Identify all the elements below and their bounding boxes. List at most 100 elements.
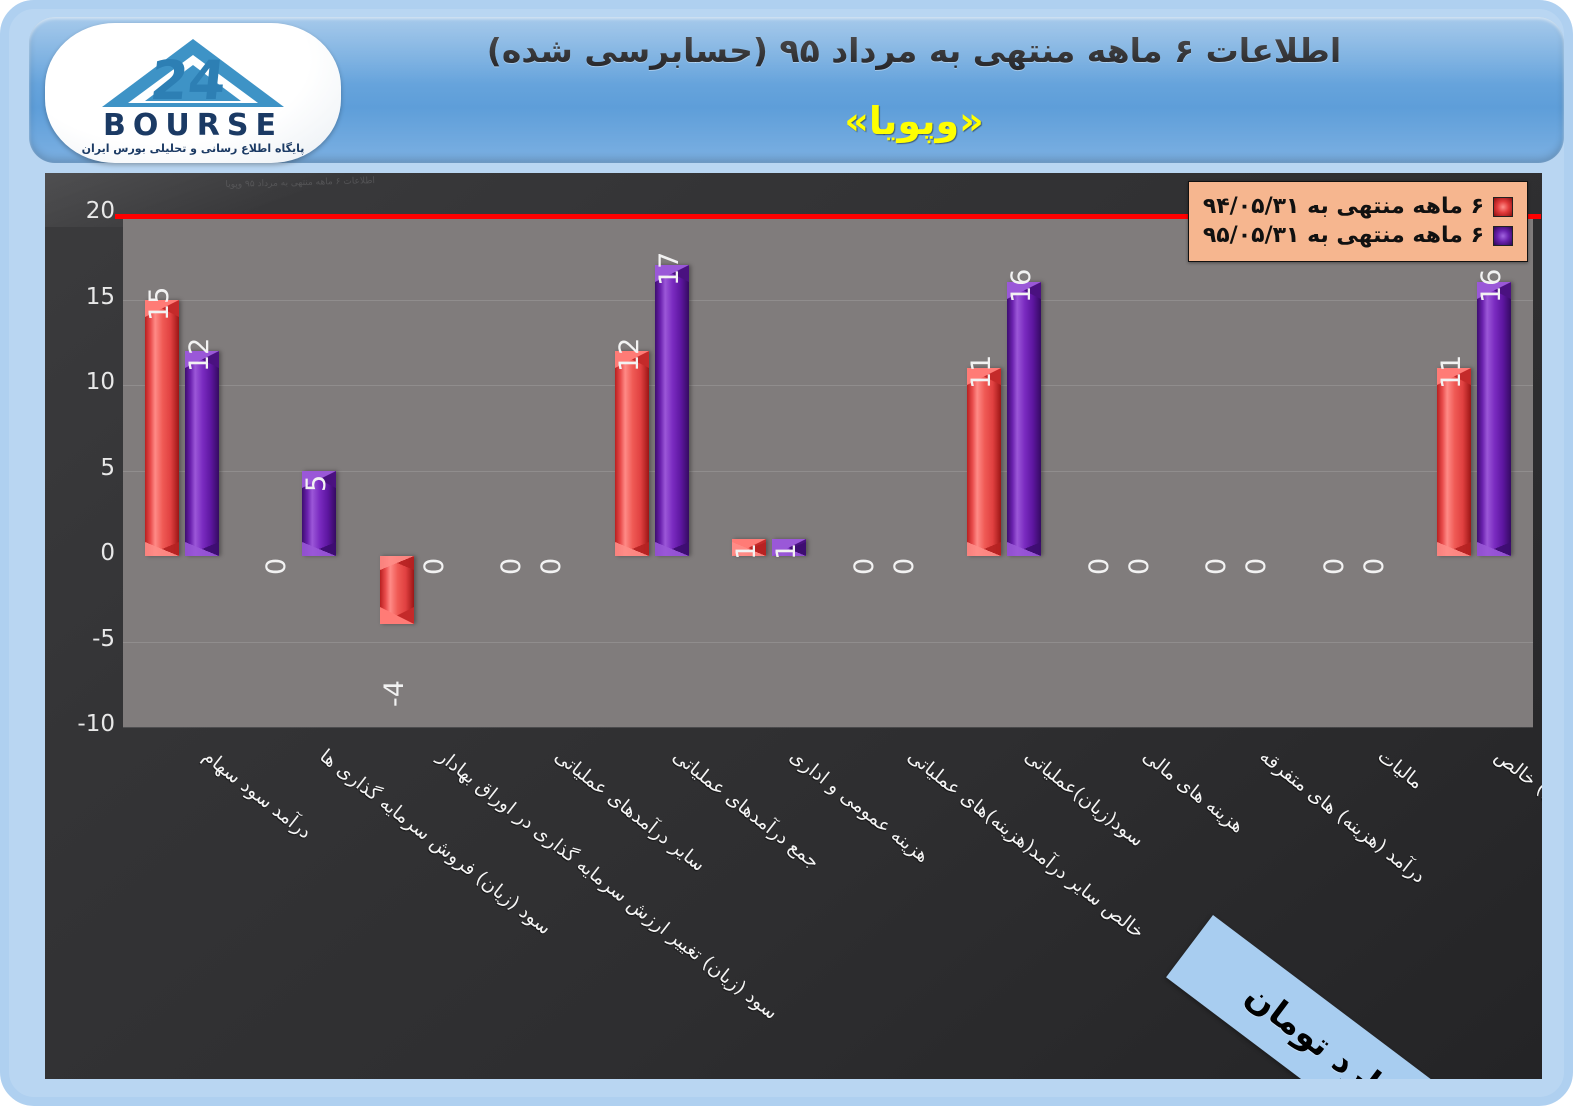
- bar-value-label: 12: [183, 337, 215, 372]
- bar: [379, 556, 414, 625]
- bar: [302, 470, 337, 556]
- x-category-label: سود(زیان)عملیاتی: [1020, 745, 1149, 852]
- bar-foot: [967, 541, 1002, 556]
- bar-group: 12 17: [593, 214, 711, 727]
- y-tick-label: 10: [85, 369, 115, 395]
- gridline: [123, 299, 1533, 301]
- bar-value-label: 0: [536, 557, 568, 575]
- bar-cap: [379, 607, 414, 625]
- bar-cap: [302, 470, 337, 488]
- bar-value-label: 1: [771, 542, 803, 560]
- bar: [144, 299, 179, 556]
- bar-value-label: 0: [1241, 557, 1273, 575]
- chart-legend: ۶ ماهه منتهی به ۹۴/۰۵/۳۱ ۶ ماهه منتهی به …: [1187, 181, 1528, 262]
- chart-panel: اطلاعات ۶ ماهه منتهی به مرداد ۹۵ وپویا 2…: [45, 173, 1542, 1079]
- bar-foot: [614, 541, 649, 556]
- bar-cap: [654, 265, 689, 283]
- x-category-label: سود (زیان) فروش سرمایه گذاری ها: [315, 745, 556, 940]
- bar-value-label: 0: [888, 557, 920, 575]
- page-title: اطلاعات ۶ ماهه منتهی به مرداد ۹۵ (حسابرس…: [486, 31, 1342, 70]
- y-tick-label: 5: [100, 454, 115, 481]
- zero-line: [115, 214, 1541, 219]
- bar: [1007, 282, 1042, 556]
- bar-cap: [184, 350, 219, 368]
- bar-cap: [144, 299, 179, 317]
- gridline: [123, 727, 1533, 728]
- bar-cap: [1007, 282, 1042, 300]
- bar: [184, 350, 219, 556]
- gridline: [123, 641, 1533, 643]
- bar-value-label: 1: [731, 542, 763, 560]
- bar-cap: [967, 367, 1002, 385]
- bar: [654, 265, 689, 556]
- bar-value-label: 5: [301, 474, 333, 492]
- bar-value-label: -4: [378, 680, 410, 708]
- legend-label: ۶ ماهه منتهی به ۹۵/۰۵/۳۱: [1202, 223, 1484, 248]
- y-tick-label: -10: [77, 711, 115, 737]
- bar-group: 15 12: [123, 214, 241, 727]
- bar-value-label: 15: [143, 286, 175, 321]
- bar-foot: [1437, 541, 1472, 556]
- bar: [772, 538, 807, 556]
- bar-value-label: 0: [848, 557, 880, 575]
- bar: [1477, 282, 1512, 556]
- bar-group: 11 16: [946, 214, 1064, 727]
- bar-foot: [732, 541, 767, 556]
- y-tick-label: -5: [92, 625, 115, 652]
- x-category-label: سود(زیان) خالص: [1490, 745, 1542, 846]
- units-ribbon-label: ارقام به میلیارد تومان: [1238, 975, 1542, 1079]
- x-category-label: خالص سایر درآمد(هزینه)های عملیاتی: [903, 745, 1149, 944]
- company-symbol: «وپویا»: [844, 99, 984, 143]
- plot-area: 15 12 0 5 -4 0 0 0 12 17 1 1 0 0 11 16 0 0 0 0 0 0 11 16: [115, 214, 1541, 728]
- bar-foot: [144, 542, 179, 556]
- bar-cap: [1437, 367, 1472, 385]
- bar-foot: [1477, 541, 1512, 556]
- bar-value-label: 11: [966, 354, 998, 389]
- legend-row: ۶ ماهه منتهی به ۹۴/۰۵/۳۱: [1203, 194, 1513, 219]
- bar-value-label: 11: [1436, 354, 1468, 389]
- bar-value-label: 0: [418, 557, 450, 575]
- bar-value-label: 17: [653, 251, 685, 287]
- y-tick-label: 0: [100, 540, 115, 566]
- bar-foot: [1007, 541, 1042, 556]
- legend-label: ۶ ماهه منتهی به ۹۴/۰۵/۳۱: [1202, 194, 1484, 219]
- x-category-label: مالیات: [1373, 745, 1428, 794]
- gridline: [123, 470, 1533, 472]
- legend-swatch-icon: [1493, 196, 1513, 217]
- bar-group: -4 0: [358, 214, 476, 727]
- bar-foot: [379, 556, 414, 570]
- units-ribbon: ارقام به میلیارد تومان: [1166, 915, 1542, 1079]
- bar: [967, 367, 1002, 556]
- svg-text:24: 24: [147, 49, 229, 112]
- x-category-label: درآمد سود سهام: [198, 745, 316, 844]
- logo-wordmark: BOURSE: [103, 108, 283, 143]
- bar: [1437, 367, 1472, 556]
- bar: [614, 350, 649, 556]
- bar-group: 11 16: [1416, 214, 1534, 727]
- logo-triangle-icon: 24: [102, 39, 284, 112]
- legend-row: ۶ ماهه منتهی به ۹۵/۰۵/۳۱: [1203, 223, 1513, 248]
- y-tick-label: 20: [85, 198, 115, 224]
- bar-value-label: 12: [613, 337, 645, 372]
- bar-cap: [614, 350, 649, 368]
- bar-value-label: 0: [1201, 557, 1233, 575]
- bar-value-label: 0: [1123, 557, 1155, 575]
- bar-foot: [772, 541, 807, 556]
- chart-watermark: اطلاعات ۶ ماهه منتهی به مرداد ۹۵ وپویا: [225, 176, 376, 190]
- bar-foot: [184, 541, 219, 556]
- legend-swatch-icon: [1493, 225, 1513, 246]
- bar-value-label: 16: [1476, 269, 1508, 304]
- bar-value-label: 0: [1083, 557, 1115, 575]
- bar-value-label: 0: [496, 557, 528, 575]
- bar-foot: [654, 541, 689, 556]
- bar-value-label: 0: [1358, 557, 1390, 575]
- bar-value-label: 0: [261, 557, 293, 575]
- bar-value-label: 0: [1318, 557, 1350, 575]
- bar-value-label: 16: [1006, 269, 1038, 304]
